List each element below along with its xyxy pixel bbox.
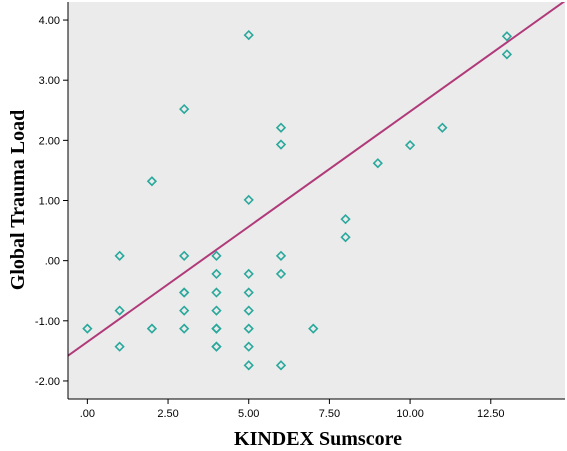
data-point-23 (243, 287, 254, 298)
data-point-27 (243, 360, 254, 371)
data-point-12 (211, 250, 222, 261)
data-point-36 (372, 158, 383, 169)
data-point-13 (211, 268, 222, 280)
y-tick-label-5: 3.00 (39, 75, 60, 87)
x-tick-label-0: .00 (80, 408, 95, 420)
data-point-35 (340, 232, 351, 243)
data-point-40 (501, 49, 513, 60)
data-point-22 (243, 268, 254, 280)
data-point-21 (243, 194, 254, 206)
y-tick-label-1: -1.00 (35, 316, 60, 328)
data-point-34 (340, 214, 351, 225)
data-point-38 (437, 122, 448, 133)
fit-line (68, 2, 565, 357)
data-point-32 (275, 360, 287, 371)
data-point-19 (211, 341, 222, 352)
data-point-25 (243, 323, 254, 334)
chart-axes: -2.00 -1.00 .00 1.00 2.00 3.00 4.00 .00 2.50 5.00… (35, 2, 565, 420)
x-tick-label-2: 5.00 (238, 408, 259, 420)
data-point-1 (114, 250, 125, 261)
x-tick-label-4: 10.00 (396, 408, 424, 420)
y-tick-label-4: 2.00 (39, 135, 60, 147)
data-point-31 (275, 268, 287, 280)
chart-marks (68, 2, 565, 371)
y-tick-label-3: 1.00 (39, 196, 60, 208)
y-axis-title: Global Trauma Load (7, 110, 29, 290)
data-point-2 (114, 305, 125, 316)
data-point-0 (82, 323, 93, 334)
data-point-39 (501, 31, 513, 42)
data-point-37 (404, 140, 416, 151)
data-point-14 (211, 287, 222, 298)
data-point-24 (243, 305, 254, 316)
data-point-26 (243, 341, 254, 352)
x-tick-label-5: 12.50 (477, 408, 505, 420)
data-point-11 (179, 323, 190, 334)
data-point-33 (308, 323, 319, 334)
data-point-30 (275, 250, 287, 261)
y-tick-label-0: -2.00 (35, 376, 60, 388)
y-tick-label-2: .00 (45, 256, 60, 268)
data-point-3 (114, 341, 125, 352)
x-axis-title: KINDEX Sumscore (234, 428, 402, 450)
plot-area (68, 2, 565, 399)
data-point-5 (146, 323, 158, 334)
x-tick-label-3: 7.50 (319, 408, 340, 420)
data-point-15 (211, 305, 222, 316)
x-tick-label-1: 2.50 (157, 408, 178, 420)
data-point-17 (211, 323, 222, 334)
data-point-7 (179, 250, 190, 261)
data-point-9 (179, 287, 190, 298)
y-tick-label-6: 4.00 (39, 15, 60, 27)
data-point-10 (179, 305, 190, 316)
data-point-4 (146, 176, 158, 187)
data-point-28 (275, 122, 287, 133)
data-point-20 (243, 29, 254, 41)
data-point-29 (275, 139, 287, 150)
data-point-6 (179, 103, 190, 115)
